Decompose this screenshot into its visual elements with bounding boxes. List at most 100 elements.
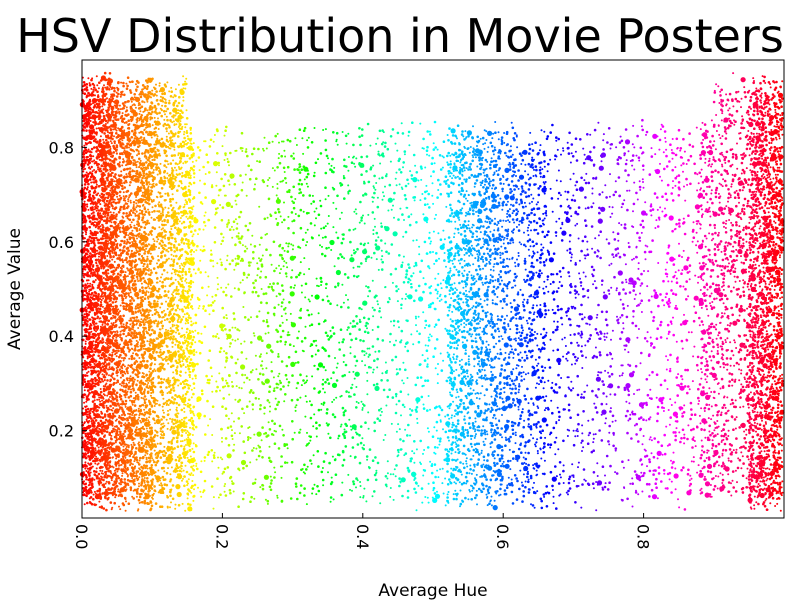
- scatter-point: [119, 424, 123, 428]
- scatter-point: [456, 439, 459, 442]
- scatter-point: [292, 157, 296, 160]
- scatter-point: [157, 255, 160, 258]
- scatter-point: [190, 230, 193, 233]
- scatter-point: [452, 153, 456, 157]
- scatter-point: [506, 287, 509, 290]
- scatter-point: [474, 156, 477, 159]
- scatter-point: [473, 185, 476, 188]
- scatter-point: [600, 439, 604, 442]
- scatter-point: [298, 128, 302, 131]
- scatter-point: [143, 226, 147, 229]
- scatter-point: [192, 268, 195, 271]
- scatter-point: [133, 170, 136, 173]
- scatter-point: [376, 205, 380, 209]
- scatter-point: [286, 165, 290, 169]
- scatter-point: [422, 452, 424, 455]
- scatter-point: [223, 467, 227, 471]
- scatter-point: [119, 152, 122, 155]
- scatter-point: [538, 168, 542, 172]
- scatter-point: [108, 366, 111, 369]
- scatter-point: [484, 158, 488, 162]
- scatter-point: [220, 177, 223, 181]
- scatter-point: [374, 243, 378, 246]
- scatter-point: [266, 324, 270, 328]
- scatter-point: [554, 231, 558, 234]
- scatter-point: [422, 311, 425, 314]
- scatter-point: [424, 379, 427, 383]
- scatter-point: [569, 291, 572, 294]
- scatter-point: [392, 498, 395, 501]
- scatter-point: [98, 500, 101, 503]
- scatter-point: [175, 331, 177, 334]
- scatter-point: [514, 384, 517, 387]
- scatter-point: [98, 139, 102, 143]
- scatter-point: [332, 226, 335, 229]
- scatter-point: [525, 344, 529, 348]
- scatter-point: [691, 380, 694, 383]
- scatter-point: [361, 349, 364, 353]
- scatter-point: [318, 424, 321, 427]
- scatter-point: [639, 284, 642, 287]
- scatter-point: [207, 285, 210, 288]
- scatter-point: [261, 426, 264, 429]
- scatter-point: [746, 199, 750, 203]
- scatter-point: [464, 214, 467, 217]
- scatter-point: [152, 238, 155, 241]
- scatter-point: [149, 91, 152, 94]
- scatter-point: [131, 495, 134, 498]
- scatter-point: [275, 194, 278, 197]
- scatter-point: [83, 144, 86, 147]
- scatter-point: [181, 264, 184, 267]
- scatter-point: [196, 296, 199, 299]
- scatter-point: [636, 231, 639, 235]
- scatter-point: [492, 285, 496, 289]
- scatter-point: [87, 214, 89, 217]
- scatter-point: [488, 184, 491, 187]
- scatter-point: [725, 205, 728, 208]
- scatter-point: [105, 508, 108, 512]
- scatter-point: [454, 244, 460, 250]
- scatter-point: [366, 327, 368, 330]
- scatter-point: [471, 226, 474, 229]
- scatter-point: [463, 169, 466, 172]
- scatter-point: [595, 316, 598, 319]
- scatter-point: [127, 502, 131, 506]
- scatter-point: [107, 272, 110, 275]
- scatter-point: [617, 252, 620, 255]
- scatter-point: [512, 204, 515, 207]
- scatter-point: [255, 368, 258, 371]
- scatter-point: [514, 265, 517, 268]
- scatter-point: [587, 181, 591, 185]
- scatter-point: [254, 290, 258, 294]
- scatter-point: [387, 209, 390, 212]
- scatter-point: [522, 371, 525, 374]
- scatter-point: [596, 249, 599, 252]
- scatter-point: [509, 350, 512, 354]
- scatter-point: [511, 432, 515, 436]
- scatter-point: [772, 370, 775, 373]
- scatter-point: [134, 212, 137, 215]
- scatter-point: [577, 422, 580, 426]
- scatter-point: [225, 201, 231, 207]
- scatter-point: [656, 208, 659, 211]
- scatter-point: [640, 231, 643, 234]
- scatter-point: [181, 237, 183, 240]
- scatter-point: [162, 269, 166, 272]
- scatter-point: [107, 319, 111, 323]
- scatter-point: [157, 287, 161, 291]
- scatter-point: [443, 180, 446, 183]
- scatter-point: [313, 413, 316, 416]
- scatter-point: [95, 133, 98, 136]
- scatter-point: [284, 272, 288, 275]
- scatter-point: [681, 378, 684, 381]
- scatter-point: [403, 194, 407, 197]
- scatter-point: [273, 306, 277, 310]
- scatter-point: [496, 315, 499, 318]
- scatter-point: [748, 364, 751, 367]
- scatter-point: [503, 141, 506, 144]
- scatter-point: [363, 330, 367, 334]
- scatter-point: [184, 509, 187, 512]
- scatter-point: [767, 335, 771, 339]
- scatter-point: [497, 201, 501, 205]
- scatter-point: [315, 427, 318, 430]
